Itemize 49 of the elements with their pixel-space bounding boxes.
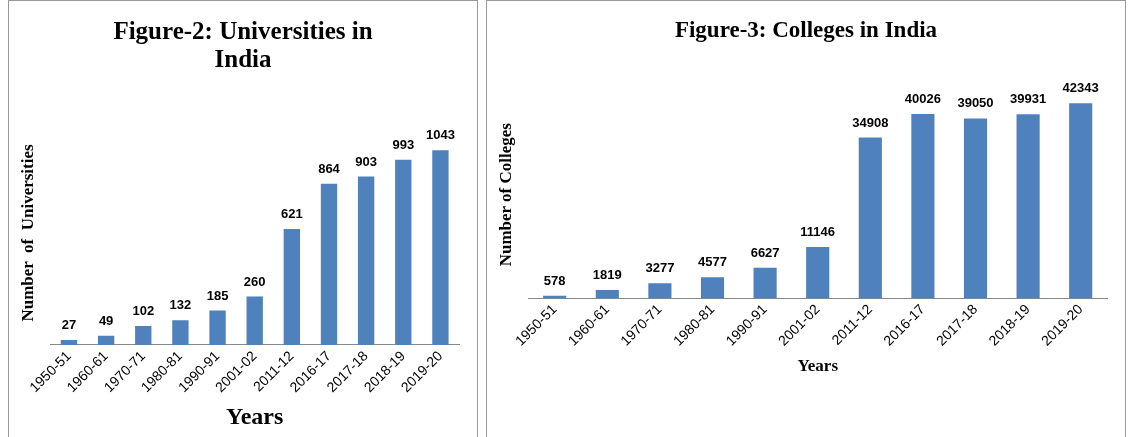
data-label: 1819 [592,267,622,283]
data-label: 49 [98,312,114,328]
data-label: 11146 [800,224,836,240]
bar [595,290,619,299]
data-label: 260 [243,273,266,289]
bar [963,118,988,299]
bar [395,159,412,345]
bar [246,296,263,345]
data-label: 39050 [957,95,994,111]
data-label: 102 [132,303,155,319]
data-label: 27 [61,317,77,333]
data-label: 4577 [698,254,727,270]
data-label: 34908 [852,114,889,130]
data-label: 42343 [1062,80,1099,96]
data-label: 185 [206,287,229,303]
data-label: 6627 [750,244,780,260]
data-label: 578 [543,272,566,288]
bar [806,247,830,299]
bar [700,277,725,299]
bar [911,113,935,299]
data-label: 993 [392,136,415,152]
chart-title: Figure-3: Colleges in India [673,17,939,44]
bar [172,320,189,345]
bar [432,150,449,345]
x-axis-title: Years [226,402,284,429]
data-label: 903 [355,153,377,169]
bar [858,137,882,299]
data-label: 39931 [1010,91,1047,107]
data-label: 40026 [904,91,941,106]
bar [135,325,152,345]
bar [60,339,78,345]
bar [1016,114,1040,299]
x-axis-title: Years [797,356,839,376]
data-label: 3277 [645,260,675,276]
data-label: 621 [280,206,303,222]
y-axis-title: Number of Colleges [495,122,515,267]
data-label: 864 [318,160,341,176]
bar [320,183,338,345]
y-axis-title: Number of Universities [17,144,37,322]
chart-title: Figure-2: Universities in India [112,17,374,74]
bar [283,229,301,345]
bar [753,267,777,299]
bar [648,283,672,299]
bar [1069,103,1093,299]
bar [209,310,226,345]
data-label: 132 [169,297,192,313]
bar [357,176,375,345]
data-label: 1043 [425,127,455,143]
bar [97,335,115,345]
